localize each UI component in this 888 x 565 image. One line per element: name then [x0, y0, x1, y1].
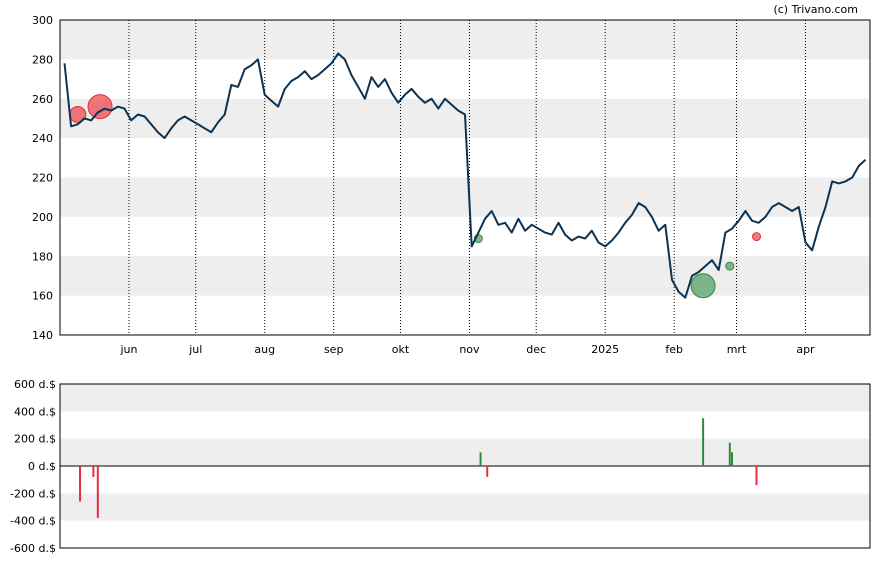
x-tick-label: sep	[324, 343, 343, 356]
price-plot-frame	[59, 19, 871, 336]
x-tick-label: jun	[119, 343, 137, 356]
flow-band	[60, 384, 870, 412]
price-y-tick-label: 220	[32, 172, 53, 185]
price-band	[60, 20, 870, 60]
y-axis-labels: 140 160 180 200 220 240 260 280 300 600 d.$ 400 d.…	[10, 14, 56, 555]
price-y-tick-label: 280	[32, 53, 53, 66]
sell-signal-marker	[752, 232, 762, 242]
price-y-tick-label: 240	[32, 132, 53, 145]
price-band	[60, 256, 870, 296]
flow-y-tick-label: 200 d.$	[14, 433, 56, 446]
flow-band	[60, 438, 870, 466]
price-y-tick-label: 200	[32, 211, 53, 224]
price-series	[63, 52, 867, 299]
price-y-tick-label: 300	[32, 14, 53, 27]
x-tick-label: mrt	[727, 343, 747, 356]
x-tick-label: dec	[526, 343, 546, 356]
flow-y-tick-label: 0 d.$	[28, 460, 56, 473]
transaction-bars	[79, 418, 758, 518]
x-axis-labels: jun jul aug sep okt nov dec 2025 feb mrt apr	[119, 343, 815, 356]
sell-signal-marker	[87, 94, 113, 120]
price-band	[60, 177, 870, 217]
background-bands	[60, 20, 870, 521]
x-tick-label: nov	[459, 343, 480, 356]
flow-y-tick-label: -200 d.$	[10, 487, 56, 500]
flow-y-tick-label: 600 d.$	[14, 378, 56, 391]
buy-signal-marker	[725, 261, 735, 271]
flow-y-tick-label: 400 d.$	[14, 405, 56, 418]
flow-band	[60, 493, 870, 521]
flow-y-tick-label: -400 d.$	[10, 515, 56, 528]
price-line	[63, 52, 867, 299]
plot-frames	[59, 19, 871, 549]
price-y-tick-label: 160	[32, 290, 53, 303]
flow-y-tick-label: -600 d.$	[10, 542, 56, 555]
x-tick-label: okt	[392, 343, 410, 356]
credit-text: (c) Trivano.com	[773, 3, 858, 16]
price-y-tick-label: 180	[32, 250, 53, 263]
x-tick-label: 2025	[591, 343, 619, 356]
x-tick-label: feb	[665, 343, 683, 356]
price-y-tick-label: 140	[32, 329, 53, 342]
x-tick-label: aug	[254, 343, 275, 356]
price-y-tick-label: 260	[32, 93, 53, 106]
buy-signal-marker	[690, 273, 716, 299]
x-tick-label: jul	[188, 343, 202, 356]
x-tick-label: apr	[796, 343, 815, 356]
